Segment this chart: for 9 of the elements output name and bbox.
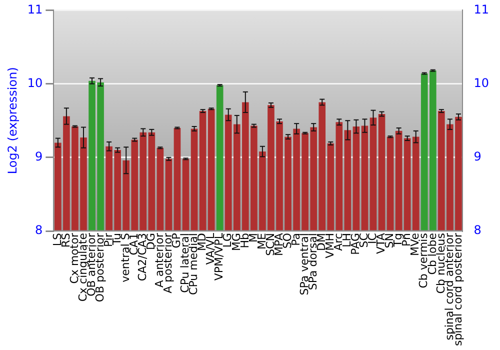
y-tick-label: 11 (27, 2, 43, 16)
y-tick-label: 9 (35, 150, 43, 164)
y2-tick-label: 9 (474, 150, 482, 164)
y-axis-title: Log2 (expression) (5, 67, 20, 174)
y2-tick-label: 8 (474, 223, 482, 238)
y2-tick-label: 10 (474, 76, 490, 90)
y2-tick-label: 11 (474, 2, 490, 16)
y-tick-label: 10 (27, 76, 43, 90)
y-tick-label: 8 (35, 223, 43, 238)
